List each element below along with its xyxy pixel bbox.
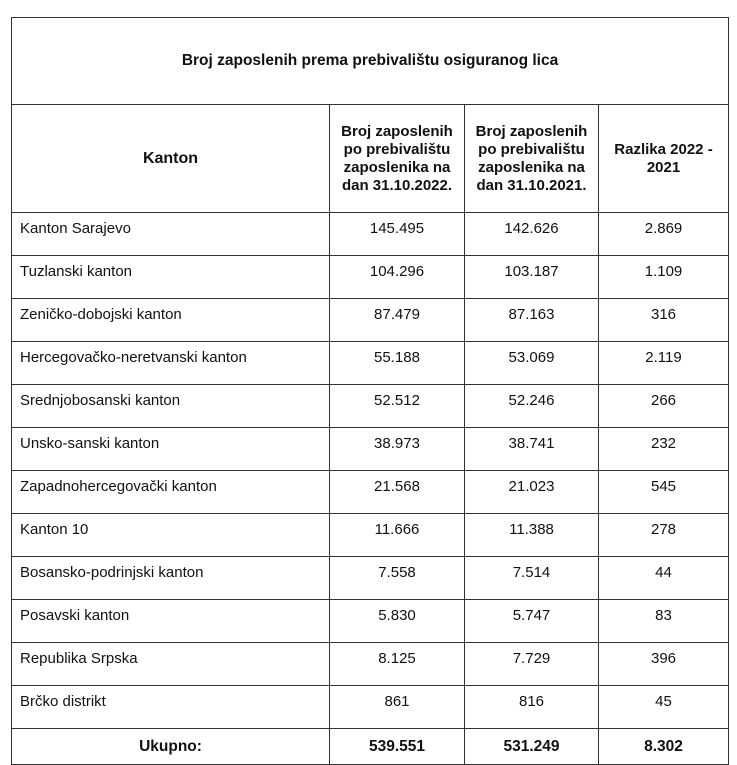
difference-cell: 45 xyxy=(597,685,730,729)
value-2021-cell: 87.163 xyxy=(464,298,599,342)
value-2021-cell: 38.741 xyxy=(464,427,599,471)
total-2021: 531.249 xyxy=(464,728,599,765)
difference-cell: 83 xyxy=(597,599,730,643)
table-row: Unsko-sanski kanton 38.973 38.741 232 xyxy=(11,427,730,471)
difference-cell: 44 xyxy=(597,556,730,600)
table-row: Hercegovačko-neretvanski kanton 55.188 53.… xyxy=(11,341,730,385)
difference-cell: 232 xyxy=(597,427,730,471)
table-title: Broj zaposlenih prema prebivalištu osigu… xyxy=(10,17,730,105)
table-row: Kanton 10 11.666 11.388 278 xyxy=(11,513,730,557)
difference-cell: 278 xyxy=(597,513,730,557)
kanton-cell: Kanton Sarajevo xyxy=(11,212,330,256)
kanton-cell: Brčko distrikt xyxy=(11,685,330,729)
difference-cell: 545 xyxy=(597,470,730,514)
value-2021-cell: 5.747 xyxy=(464,599,599,643)
table-row: Zeničko-dobojski kanton 87.479 87.163 316 xyxy=(11,298,730,342)
table-row: Brčko distrikt 861 816 45 xyxy=(11,685,730,729)
value-2021-cell: 52.246 xyxy=(464,384,599,428)
value-2022-cell: 87.479 xyxy=(329,298,465,342)
value-2022-cell: 861 xyxy=(329,685,465,729)
kanton-cell: Posavski kanton xyxy=(11,599,330,643)
total-label: Ukupno: xyxy=(11,728,330,765)
value-2021-cell: 7.729 xyxy=(464,642,599,686)
header-kanton: Kanton xyxy=(11,104,330,213)
kanton-cell: Kanton 10 xyxy=(11,513,330,557)
value-2022-cell: 38.973 xyxy=(329,427,465,471)
value-2022-cell: 7.558 xyxy=(329,556,465,600)
kanton-cell: Unsko-sanski kanton xyxy=(11,427,330,471)
value-2022-cell: 8.125 xyxy=(329,642,465,686)
value-2021-cell: 103.187 xyxy=(464,255,599,299)
value-2021-cell: 7.514 xyxy=(464,556,599,600)
table-row: Srednjobosanski kanton 52.512 52.246 266 xyxy=(11,384,730,428)
value-2022-cell: 55.188 xyxy=(329,341,465,385)
total-difference: 8.302 xyxy=(597,728,730,765)
value-2022-cell: 52.512 xyxy=(329,384,465,428)
value-2021-cell: 142.626 xyxy=(464,212,599,256)
difference-cell: 266 xyxy=(597,384,730,428)
header-2021: Broj zaposlenih po prebivalištu zaposlen… xyxy=(464,104,599,213)
table-row: Posavski kanton 5.830 5.747 83 xyxy=(11,599,730,643)
value-2022-cell: 21.568 xyxy=(329,470,465,514)
header-difference: Razlika 2022 - 2021 xyxy=(597,104,730,213)
difference-cell: 2.869 xyxy=(597,212,730,256)
employment-table: Broj zaposlenih prema prebivalištu osigu… xyxy=(10,17,730,765)
value-2021-cell: 53.069 xyxy=(464,341,599,385)
kanton-cell: Tuzlanski kanton xyxy=(11,255,330,299)
header-2022: Broj zaposlenih po prebivalištu zaposlen… xyxy=(329,104,465,213)
value-2021-cell: 11.388 xyxy=(464,513,599,557)
difference-cell: 1.109 xyxy=(597,255,730,299)
table-row: Zapadnohercegovački kanton 21.568 21.023 54… xyxy=(11,470,730,514)
difference-cell: 2.119 xyxy=(597,341,730,385)
header-row: Kanton Broj zaposlenih po prebivalištu z… xyxy=(11,104,730,213)
difference-cell: 396 xyxy=(597,642,730,686)
kanton-cell: Zeničko-dobojski kanton xyxy=(11,298,330,342)
table-row: Republika Srpska 8.125 7.729 396 xyxy=(11,642,730,686)
value-2022-cell: 104.296 xyxy=(329,255,465,299)
kanton-cell: Bosansko-podrinjski kanton xyxy=(11,556,330,600)
kanton-cell: Republika Srpska xyxy=(11,642,330,686)
value-2022-cell: 145.495 xyxy=(329,212,465,256)
value-2022-cell: 11.666 xyxy=(329,513,465,557)
total-row: Ukupno: 539.551 531.249 8.302 xyxy=(11,728,730,765)
kanton-cell: Hercegovačko-neretvanski kanton xyxy=(11,341,330,385)
value-2021-cell: 21.023 xyxy=(464,470,599,514)
total-2022: 539.551 xyxy=(329,728,465,765)
table-row: Bosansko-podrinjski kanton 7.558 7.514 44 xyxy=(11,556,730,600)
table-row: Tuzlanski kanton 104.296 103.187 1.109 xyxy=(11,255,730,299)
kanton-cell: Zapadnohercegovački kanton xyxy=(11,470,330,514)
value-2022-cell: 5.830 xyxy=(329,599,465,643)
difference-cell: 316 xyxy=(597,298,730,342)
table-row: Kanton Sarajevo 145.495 142.626 2.869 xyxy=(11,212,730,256)
value-2021-cell: 816 xyxy=(464,685,599,729)
kanton-cell: Srednjobosanski kanton xyxy=(11,384,330,428)
